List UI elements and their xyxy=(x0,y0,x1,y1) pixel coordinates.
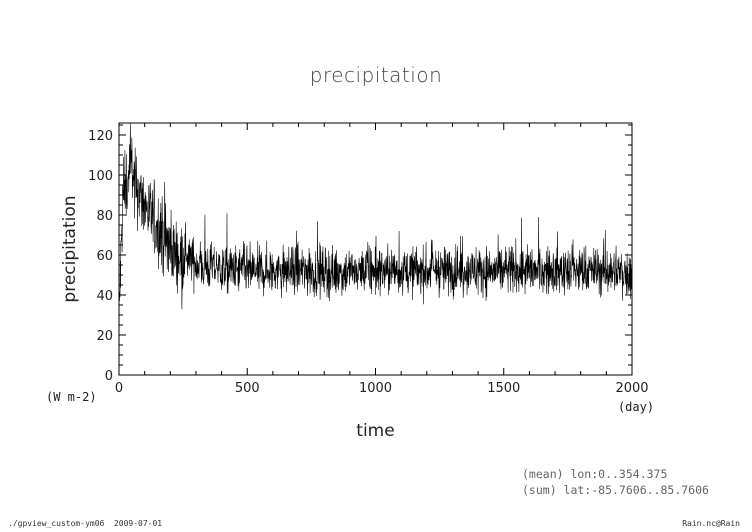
y-axis-ticks: 0 20 40 60 80 100 120 xyxy=(88,124,632,384)
x-tick-label: 2000 xyxy=(615,381,648,396)
series-layer xyxy=(118,122,633,310)
footer-left: ./gpview_custom-ym06 2009-07-01 xyxy=(8,519,163,528)
x-tick-label: 1000 xyxy=(359,381,392,396)
y-tick-label: 80 xyxy=(96,209,113,224)
x-axis-label: time xyxy=(356,421,394,441)
y-tick-label: 60 xyxy=(96,249,113,264)
y-tick-label: 40 xyxy=(96,289,113,304)
y-tick-label: 0 xyxy=(105,369,113,384)
x-unit-label: (day) xyxy=(618,400,654,414)
footer-right: Rain.nc@Rain xyxy=(682,519,740,528)
x-tick-label: 0 xyxy=(115,381,123,396)
series-line xyxy=(118,122,633,310)
chart-title: precipitation xyxy=(309,63,443,87)
y-unit-label: (W m-2) xyxy=(46,390,97,404)
y-axis-label: precipitation xyxy=(60,195,80,302)
x-tick-label: 1500 xyxy=(487,381,520,396)
sum-annotation: (sum) lat:-85.7606..85.7606 xyxy=(522,483,709,497)
x-axis-ticks: 0 500 1000 1500 2000 xyxy=(115,123,649,396)
y-tick-label: 120 xyxy=(88,129,113,144)
mean-annotation: (mean) lon:0..354.375 xyxy=(522,467,668,481)
x-tick-label: 500 xyxy=(235,381,260,396)
y-tick-label: 20 xyxy=(96,329,113,344)
y-tick-label: 100 xyxy=(88,169,113,184)
